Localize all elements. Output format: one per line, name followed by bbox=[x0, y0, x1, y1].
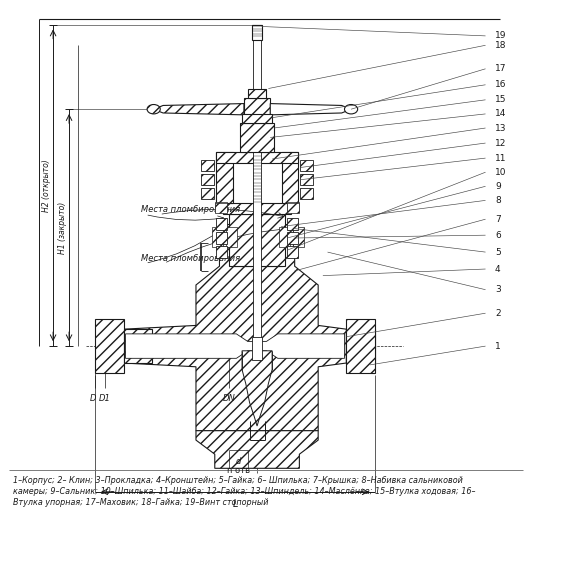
Polygon shape bbox=[242, 351, 272, 426]
Bar bbox=[124, 329, 152, 363]
Text: 11: 11 bbox=[495, 153, 506, 162]
Text: 7: 7 bbox=[495, 215, 500, 223]
Text: DN: DN bbox=[222, 394, 235, 403]
Polygon shape bbox=[196, 431, 318, 469]
Bar bbox=[215, 246, 227, 258]
Bar bbox=[287, 246, 299, 258]
Bar bbox=[287, 203, 299, 213]
Text: D: D bbox=[90, 394, 97, 403]
Bar bbox=[253, 31, 261, 346]
Text: H2 (открыто): H2 (открыто) bbox=[42, 159, 51, 211]
Bar bbox=[287, 233, 299, 243]
Bar bbox=[229, 214, 285, 266]
Text: Втулка упорная; 17–Маховик; 18–Гайка; 19–Винт стопорный: Втулка упорная; 17–Маховик; 18–Гайка; 19… bbox=[13, 498, 268, 507]
Bar bbox=[226, 227, 237, 247]
Bar bbox=[201, 174, 214, 185]
Bar bbox=[240, 123, 274, 152]
Bar bbox=[215, 152, 233, 203]
Text: 15: 15 bbox=[495, 95, 506, 104]
Text: 14: 14 bbox=[495, 109, 506, 119]
Text: Места пломбирования: Места пломбирования bbox=[141, 254, 239, 263]
Text: 2: 2 bbox=[495, 309, 500, 317]
Text: 1–Корпус; 2– Клин; 3–Прокладка; 4–Кронштейн; 5–Гайка; 6– Шпилька; 7–Крышка; 8–На: 1–Корпус; 2– Клин; 3–Прокладка; 4–Кроншт… bbox=[13, 476, 462, 485]
Text: 10: 10 bbox=[495, 168, 506, 177]
Text: 3: 3 bbox=[495, 285, 500, 294]
Text: d: d bbox=[235, 457, 241, 466]
Text: 5: 5 bbox=[495, 247, 500, 256]
Text: 18: 18 bbox=[495, 41, 506, 50]
Bar bbox=[215, 152, 299, 163]
Text: 16: 16 bbox=[495, 80, 506, 89]
Bar bbox=[233, 224, 282, 266]
Bar bbox=[300, 188, 314, 200]
Bar bbox=[253, 25, 262, 40]
Text: 13: 13 bbox=[495, 124, 506, 132]
Text: L: L bbox=[233, 499, 238, 510]
Bar bbox=[244, 98, 270, 120]
Bar bbox=[201, 188, 214, 200]
Bar bbox=[212, 227, 223, 247]
Bar bbox=[282, 152, 299, 203]
Bar bbox=[201, 160, 214, 171]
Ellipse shape bbox=[344, 104, 357, 114]
Bar bbox=[223, 203, 291, 214]
Text: 8: 8 bbox=[495, 196, 500, 205]
Bar bbox=[253, 337, 262, 360]
Text: 1: 1 bbox=[495, 341, 500, 351]
Text: 17: 17 bbox=[495, 64, 506, 74]
Bar bbox=[215, 203, 227, 213]
Bar bbox=[221, 224, 293, 247]
Bar bbox=[293, 227, 304, 247]
Text: 6: 6 bbox=[495, 231, 500, 239]
Bar bbox=[215, 233, 227, 243]
Bar bbox=[242, 114, 272, 123]
Text: 12: 12 bbox=[495, 139, 506, 148]
Polygon shape bbox=[124, 247, 347, 431]
Text: 4: 4 bbox=[495, 264, 500, 274]
Text: H1 (закрыто): H1 (закрыто) bbox=[58, 202, 67, 254]
Text: D1: D1 bbox=[99, 394, 111, 403]
Text: камеры; 9–Сальник; 10–Шпилька; 11–Шайба; 12–Гайка; 13–Шпиндель; 14–Маслёнка; 15–: камеры; 9–Сальник; 10–Шпилька; 11–Шайба;… bbox=[13, 487, 475, 496]
Bar bbox=[279, 227, 290, 247]
Text: Места пломбирования: Места пломбирования bbox=[141, 205, 239, 214]
Text: n отв: n отв bbox=[227, 466, 250, 475]
Bar bbox=[248, 88, 266, 98]
Text: 9: 9 bbox=[495, 182, 500, 191]
Bar bbox=[300, 174, 314, 185]
Polygon shape bbox=[125, 334, 344, 359]
Bar bbox=[215, 218, 227, 230]
Bar bbox=[287, 218, 299, 230]
Text: 19: 19 bbox=[495, 31, 506, 40]
Bar bbox=[95, 319, 124, 373]
Polygon shape bbox=[270, 104, 351, 115]
Polygon shape bbox=[154, 104, 244, 115]
Bar bbox=[347, 329, 374, 363]
Bar bbox=[287, 202, 299, 211]
Bar bbox=[347, 319, 374, 373]
Bar bbox=[215, 202, 227, 211]
Bar bbox=[300, 160, 314, 171]
Ellipse shape bbox=[147, 104, 160, 114]
